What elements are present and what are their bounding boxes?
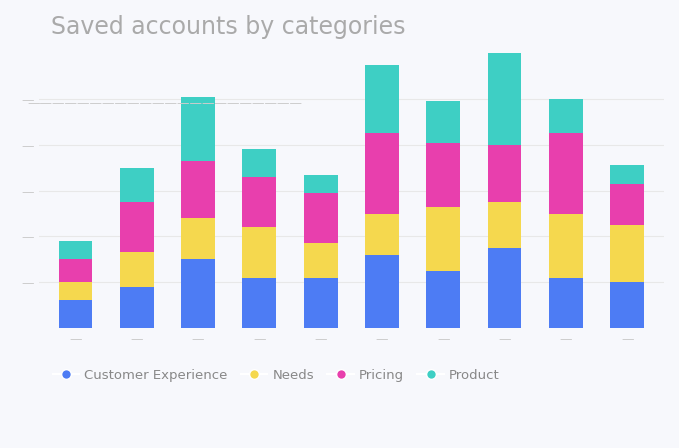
Bar [181,259,215,328]
Bar [120,202,153,252]
Bar [181,218,215,259]
Bar [304,193,337,243]
Bar [120,168,153,202]
Bar [120,287,153,328]
Bar [610,184,644,225]
Bar [488,248,521,328]
Bar [304,175,337,193]
Bar [426,101,460,142]
Bar [549,278,583,328]
Bar [242,227,276,278]
Bar [426,207,460,271]
Bar [488,145,521,202]
Bar [365,214,399,254]
Bar [304,278,337,328]
Bar [304,243,337,278]
Bar [181,97,215,161]
Bar [610,282,644,328]
Bar [610,165,644,184]
Bar [242,177,276,227]
Bar [58,301,92,328]
Bar [365,65,399,134]
Bar [58,259,92,282]
Bar [488,202,521,248]
Bar [58,282,92,301]
Bar [610,225,644,282]
Bar [58,241,92,259]
Bar [365,134,399,214]
Bar [181,161,215,218]
Text: Saved accounts by categories: Saved accounts by categories [51,15,405,39]
Bar [120,252,153,287]
Bar [488,49,521,145]
Bar [242,150,276,177]
Legend: Customer Experience, Needs, Pricing, Product: Customer Experience, Needs, Pricing, Pro… [53,369,500,382]
Bar [365,254,399,328]
Text: ——————————————————————: —————————————————————— [27,98,302,111]
Bar [426,142,460,207]
Bar [549,214,583,278]
Bar [549,99,583,134]
Bar [426,271,460,328]
Bar [242,278,276,328]
Bar [549,134,583,214]
